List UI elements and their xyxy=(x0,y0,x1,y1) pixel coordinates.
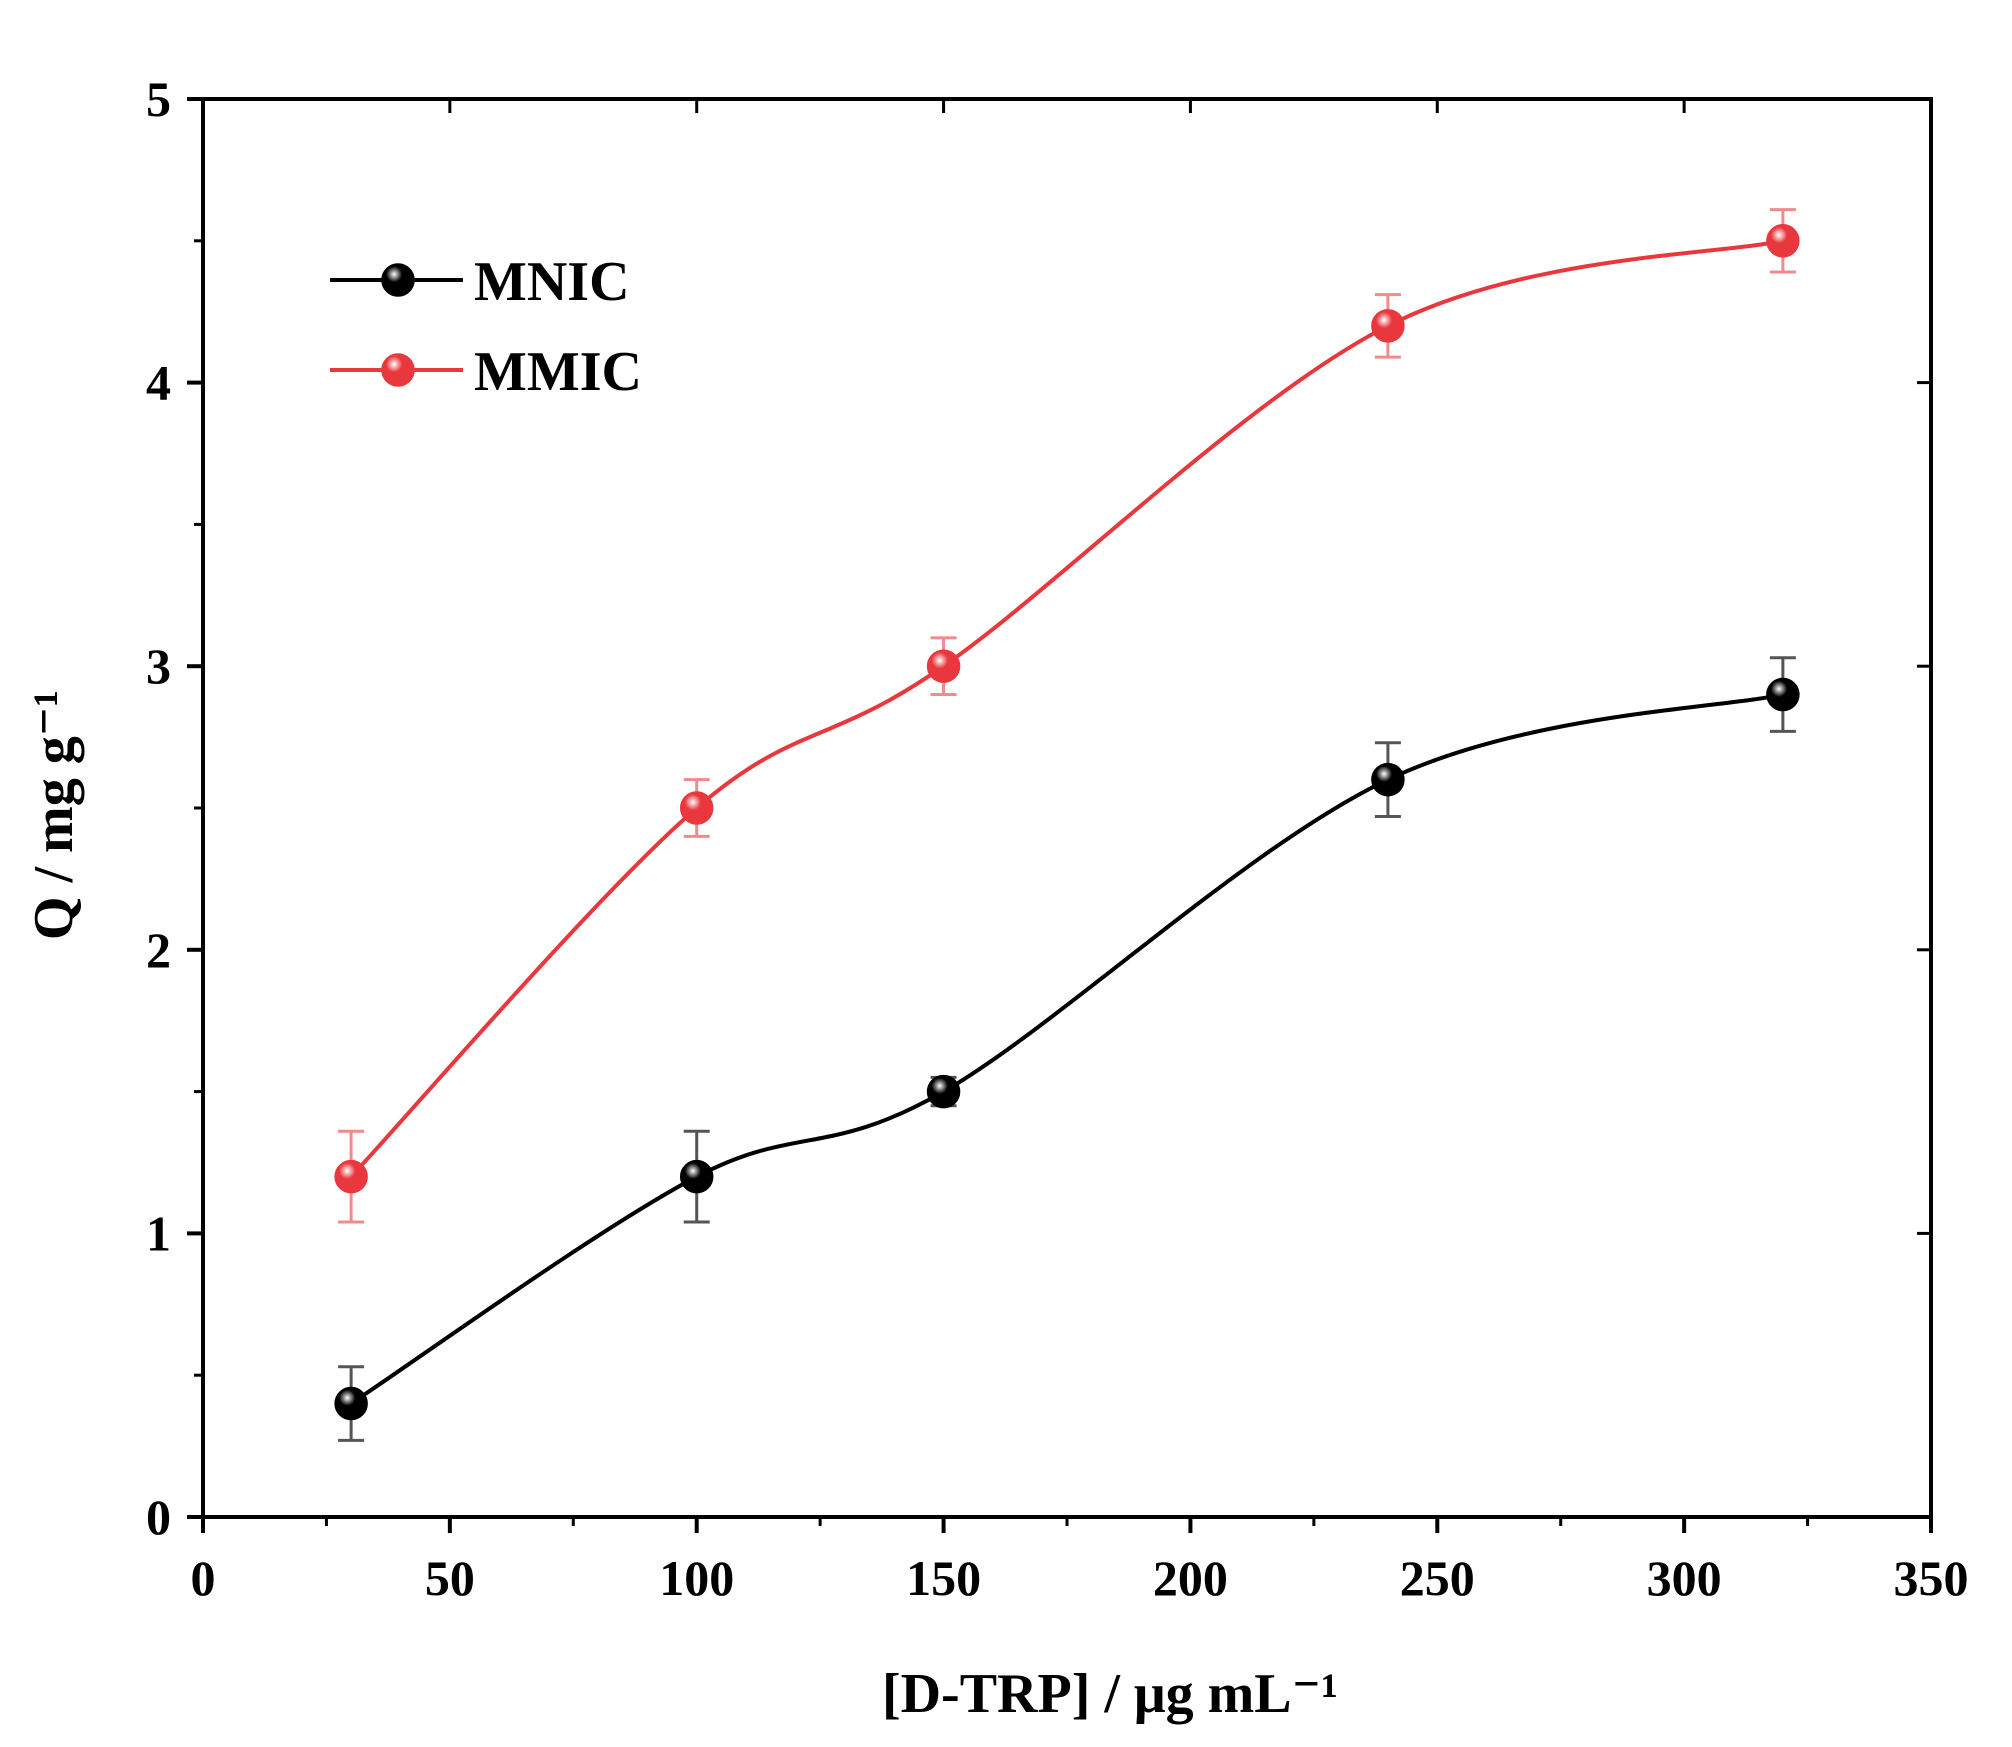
x-tick-label: 300 xyxy=(1647,1550,1722,1606)
legend-marker-mnic xyxy=(381,263,415,297)
data-point-mmic xyxy=(1766,224,1800,258)
data-point-mnic xyxy=(1371,762,1405,797)
y-tick-label: 1 xyxy=(146,1205,171,1261)
data-point-mnic xyxy=(334,1386,368,1421)
series-line-mmic xyxy=(349,238,1784,1179)
legend-label-mmic: MMIC xyxy=(474,341,642,403)
x-tick-label: 250 xyxy=(1400,1550,1475,1606)
x-tick-label: 100 xyxy=(659,1550,734,1606)
x-tick-label: 50 xyxy=(425,1550,475,1606)
x-tick-label: 150 xyxy=(906,1550,981,1606)
data-point-mmic xyxy=(334,1159,368,1194)
x-tick-label: 350 xyxy=(1894,1550,1969,1606)
legend: MNIC MMIC xyxy=(330,251,642,403)
fit-curves xyxy=(349,238,1784,1406)
plot-frame xyxy=(201,97,1933,1519)
data-point-mnic xyxy=(679,1159,714,1194)
y-tick-label: 4 xyxy=(146,355,171,411)
data-point-mnic xyxy=(926,1074,961,1109)
data-point-mnic xyxy=(1766,677,1800,712)
data-points xyxy=(334,224,1800,1421)
y-tick-label: 3 xyxy=(146,638,171,694)
data-point-mmic xyxy=(926,649,961,683)
y-axis-title: Q / mg g⁻¹ xyxy=(23,690,85,940)
data-point-mmic xyxy=(1371,309,1405,343)
axes: 0 50 100 150 200 250 300 350 0 1 2 3 4 5 xyxy=(146,71,1969,1606)
y-tick-label: 2 xyxy=(146,922,171,978)
x-tick-label: 0 xyxy=(191,1550,216,1606)
series-line-mnic xyxy=(350,692,1784,1406)
data-point-mmic xyxy=(679,791,714,825)
y-tick-label: 0 xyxy=(146,1489,171,1545)
y-tick-label: 5 xyxy=(146,71,171,127)
legend-marker-mmic xyxy=(381,353,415,387)
x-tick-label: 200 xyxy=(1153,1550,1228,1606)
x-axis-title: [D-TRP] / μg mL⁻¹ xyxy=(882,1663,1338,1725)
legend-label-mnic: MNIC xyxy=(474,251,630,313)
